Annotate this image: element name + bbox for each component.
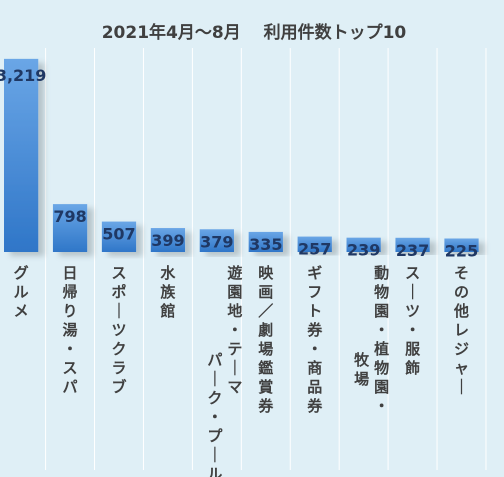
- data-label: 399: [151, 231, 184, 250]
- data-label: 379: [200, 232, 233, 251]
- bar: [297, 236, 332, 252]
- category-label: グルメ: [14, 264, 29, 320]
- data-label: 257: [298, 240, 331, 259]
- bar: [444, 238, 479, 252]
- data-label: 507: [102, 225, 135, 244]
- bar: [101, 221, 137, 252]
- bar: [248, 231, 283, 252]
- bar: [150, 228, 186, 252]
- category-label: 牧場: [354, 351, 370, 388]
- category-label: 水族館: [159, 264, 176, 320]
- category-label: 日帰り湯・スパ: [63, 264, 78, 396]
- data-label: 225: [445, 242, 478, 261]
- data-label: 3,219: [0, 66, 46, 85]
- category-label: スポ｜ツクラブ: [111, 264, 126, 396]
- category-label: ギフト券・商品券: [307, 264, 323, 415]
- chart-title: 2021年4月～8月 利用件数トップ10: [102, 22, 407, 43]
- data-labels: 3,219 798 507 399 379 335 257 239 237 225: [0, 66, 478, 261]
- category-label: 動物園・植物園・: [374, 264, 389, 415]
- bar: [395, 237, 430, 252]
- data-label: 798: [53, 207, 86, 226]
- bar: [346, 237, 381, 252]
- category-label: 遊園地・テ｜マ: [227, 264, 242, 396]
- category-label: 映画／劇場鑑賞券: [258, 264, 274, 415]
- category-separators: [45, 48, 487, 470]
- data-label: 237: [396, 241, 429, 260]
- bars: [4, 58, 479, 252]
- category-label: ス｜ツ・服飾: [405, 264, 421, 377]
- category-label: パ｜ク・プ｜ル: [207, 351, 223, 477]
- bar: [52, 204, 88, 252]
- category-label: その他レジャ｜: [453, 264, 469, 396]
- bar: [199, 229, 234, 252]
- bar: [4, 58, 39, 252]
- data-label: 335: [249, 235, 282, 254]
- data-label: 239: [347, 241, 380, 260]
